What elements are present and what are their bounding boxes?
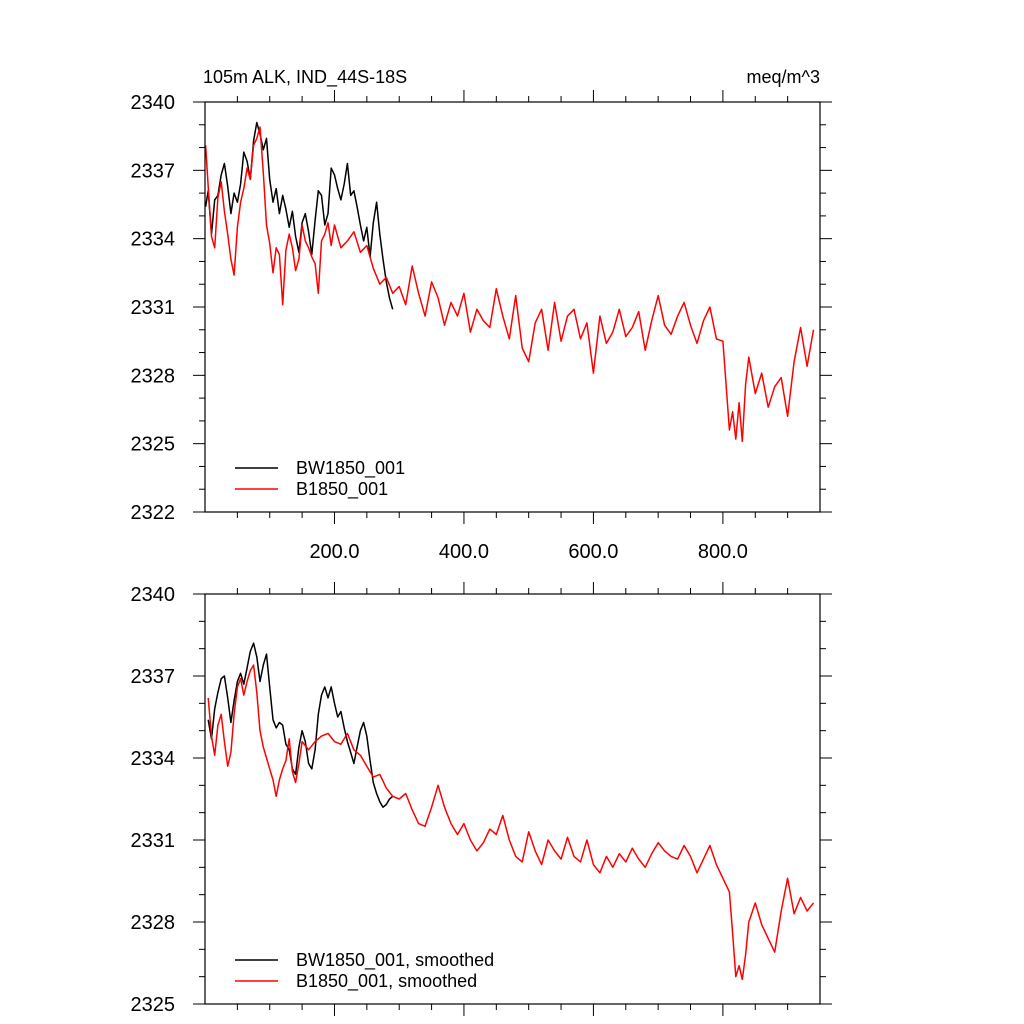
y-tick-label: 2322 [131, 502, 176, 524]
figure-units: meq/m^3 [747, 67, 820, 87]
top-panel: 2322 2325 2328 2331 2334 2337 2340 200.0 400.0 60… [131, 90, 832, 563]
y-tick-label: 2331 [131, 830, 176, 852]
series-line-1 [207, 642, 394, 808]
y-tick-label: 2328 [131, 365, 176, 387]
y-tick-label: 2334 [131, 229, 176, 251]
series-line-2 [207, 664, 815, 981]
legend-label-1: BW1850_001 [296, 458, 405, 479]
figure-title: 105m ALK, IND_44S-18S [203, 67, 407, 88]
legend-label-1: BW1850_001, smoothed [296, 950, 494, 971]
y-tick-label: 2340 [131, 92, 176, 114]
y-tick-label: 2337 [131, 666, 176, 688]
x-tick-label: 400.0 [439, 541, 489, 563]
bottom-panel: 2325 2328 2331 2334 2337 2340 BW1850_001, smoo… [131, 582, 832, 1016]
y-tick-label: 2328 [131, 912, 176, 934]
plot-frame [204, 593, 821, 1005]
x-tick-label: 200.0 [309, 541, 359, 563]
y-tick-label: 2337 [131, 160, 176, 182]
y-tick-label: 2334 [131, 748, 176, 770]
legend-label-2: B1850_001 [296, 479, 388, 500]
x-tick-label: 800.0 [698, 541, 748, 563]
y-tick-label: 2325 [131, 434, 176, 456]
legend-label-2: B1850_001, smoothed [296, 971, 477, 992]
x-tick-label: 600.0 [568, 541, 618, 563]
y-tick-label: 2325 [131, 994, 176, 1016]
series-line-2 [205, 126, 815, 443]
y-tick-label: 2340 [131, 584, 176, 606]
y-tick-label: 2331 [131, 297, 176, 319]
